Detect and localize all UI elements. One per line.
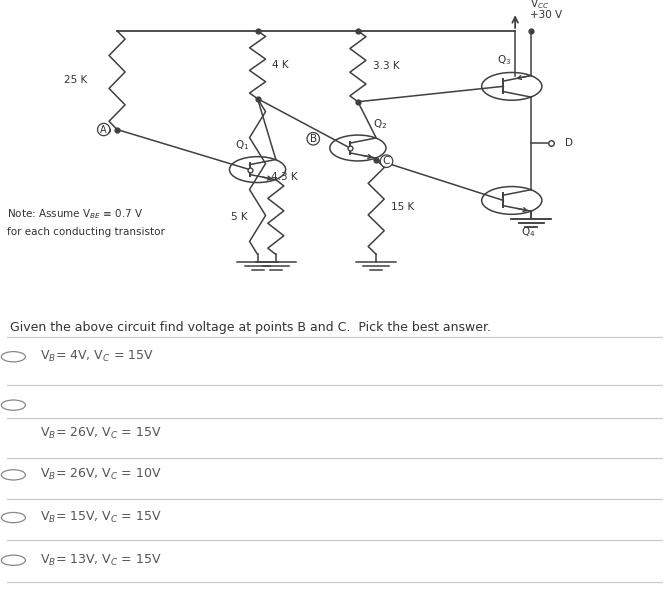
Text: 25 K: 25 K (64, 75, 87, 85)
Text: Given the above circuit find voltage at points B and C.  Pick the best answer.: Given the above circuit find voltage at … (10, 321, 491, 334)
Text: V$_B$= 4V, V$_C$ = 15V: V$_B$= 4V, V$_C$ = 15V (40, 349, 154, 364)
Text: B: B (310, 134, 317, 144)
Text: 5 K: 5 K (231, 212, 248, 222)
Text: 4.3 K: 4.3 K (271, 171, 298, 181)
Text: V$_B$= 13V, V$_C$ = 15V: V$_B$= 13V, V$_C$ = 15V (40, 553, 162, 568)
Text: 15 K: 15 K (391, 202, 414, 212)
Text: A: A (100, 125, 107, 135)
Text: V$_B$= 26V, V$_C$ = 15V: V$_B$= 26V, V$_C$ = 15V (40, 426, 162, 441)
Text: Q$_1$: Q$_1$ (235, 138, 250, 152)
Text: V$_B$= 15V, V$_C$ = 15V: V$_B$= 15V, V$_C$ = 15V (40, 510, 162, 525)
Text: +30 V: +30 V (530, 10, 562, 20)
Text: Q$_4$: Q$_4$ (521, 225, 535, 239)
Text: 3.3 K: 3.3 K (373, 61, 399, 71)
Text: C: C (383, 156, 390, 166)
Text: V$_B$= 26V, V$_C$ = 10V: V$_B$= 26V, V$_C$ = 10V (40, 467, 162, 483)
Text: V$_{CC}$: V$_{CC}$ (530, 0, 549, 11)
Text: Q$_3$: Q$_3$ (496, 53, 511, 67)
Text: D: D (565, 138, 573, 148)
Text: Q$_2$: Q$_2$ (373, 117, 387, 130)
Text: Note: Assume V$_{BE}$ ≡ 0.7 V
for each conducting transistor: Note: Assume V$_{BE}$ ≡ 0.7 V for each c… (7, 208, 165, 237)
Text: 4 K: 4 K (272, 60, 289, 70)
